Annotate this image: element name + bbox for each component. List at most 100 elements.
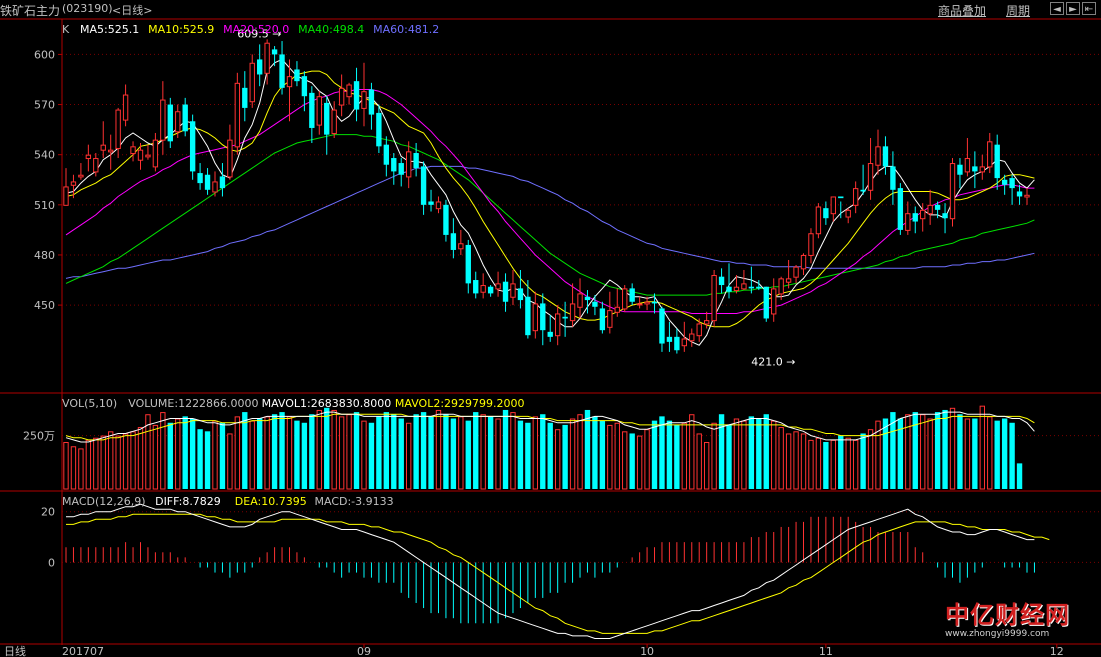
instrument-code: (023190) (62, 2, 113, 15)
candle (383, 144, 390, 165)
volume-bar (286, 416, 293, 490)
volume-bar (644, 429, 650, 490)
candle (815, 206, 822, 235)
volume-bar (428, 416, 434, 489)
volume-bar (845, 437, 851, 490)
volume-bar (100, 435, 106, 490)
volume-bar (383, 412, 390, 489)
instrument-title: 铁矿石主力 (0, 4, 61, 18)
macd-histogram (65, 516, 1035, 624)
candle (108, 149, 114, 153)
volume-bar (309, 414, 315, 489)
candle (696, 323, 702, 337)
commodity-overlay-menu[interactable]: 商品叠加 (938, 4, 987, 18)
volume-bar (852, 439, 859, 490)
candle (227, 139, 233, 178)
candle (510, 283, 516, 298)
volume-bar (979, 405, 985, 490)
candle (540, 303, 546, 331)
candle (711, 275, 717, 322)
candle (599, 308, 606, 331)
candle (666, 336, 673, 342)
candle (167, 104, 173, 142)
volume-bar (234, 416, 241, 490)
arrow-right-box-icon[interactable]: ► (1066, 2, 1080, 15)
candle (920, 209, 926, 220)
date-tick-label: 09 (357, 645, 371, 657)
volume-bar (584, 409, 591, 489)
candle (182, 104, 188, 132)
volume-bar (420, 412, 427, 489)
candle (115, 109, 121, 150)
extreme-price-annotation: 609.5 → (237, 28, 281, 41)
volume-bar (212, 420, 218, 490)
volume-bar (242, 412, 248, 489)
volume-bar (890, 412, 896, 489)
candle (413, 153, 419, 169)
arrow-left-end-box-icon[interactable]: ⇤ (1082, 2, 1096, 15)
period-label: 日线 (4, 644, 26, 657)
volume-bar (711, 422, 717, 490)
volume-bar (547, 422, 553, 489)
candle (867, 163, 874, 191)
volume-bar (450, 418, 457, 489)
candle (748, 286, 755, 289)
volume-bar (949, 407, 956, 490)
volume-grid: 250万 (23, 430, 1101, 443)
candle (622, 288, 628, 310)
extreme-price-annotation: 421.0 → (751, 356, 795, 369)
volume-legend-item: MAVOL2:2929799.2000 (395, 397, 525, 410)
candle (636, 303, 643, 306)
candle (309, 92, 315, 128)
candle (376, 112, 382, 147)
volume-bar (540, 414, 546, 489)
volume-bar (569, 418, 576, 490)
macd-legend: MACD(12,26,9) DIFF:8.7829 DEA:10.7395 MACD:… (62, 495, 394, 508)
candle (100, 144, 106, 151)
candle (398, 163, 404, 175)
volume-bar (406, 422, 412, 490)
volume-bar (867, 429, 874, 490)
mavol1-line (65, 411, 1035, 443)
volume-bar (197, 429, 203, 489)
watermark-logo: 中亿财经网 www.zhongyi9999.com (945, 601, 1095, 641)
arrow-left-box-icon[interactable]: ◄ (1050, 2, 1064, 15)
volume-bar (681, 422, 687, 490)
volume-bar (756, 418, 762, 489)
candle (428, 201, 434, 205)
candle (152, 139, 159, 168)
cycle-menu[interactable]: 周期 (1006, 4, 1031, 18)
volume-bar (905, 414, 911, 490)
ma-legend-item: MA10:525.9 (148, 23, 214, 36)
volume-bar (137, 427, 144, 490)
period-indicator: <日线> (112, 4, 153, 17)
candle (771, 288, 777, 315)
volume-bar (435, 409, 442, 490)
volume-bar (972, 418, 978, 489)
candle (1001, 179, 1008, 185)
ma20-line (65, 89, 1035, 314)
candle (458, 243, 464, 250)
volume-bar (115, 435, 121, 490)
date-tick-label: 11 (819, 645, 833, 657)
candle (361, 91, 367, 109)
candle (324, 102, 330, 135)
candle (487, 286, 494, 294)
volume-bar (651, 420, 658, 489)
candle (63, 186, 69, 206)
volume-bar (271, 414, 278, 489)
volume-bar (338, 416, 345, 490)
candle (338, 87, 345, 106)
price-panel-label: K (62, 23, 70, 36)
candle (525, 296, 531, 336)
candle (78, 174, 84, 178)
candle (495, 283, 501, 290)
candle (234, 82, 241, 148)
volume-bar (741, 420, 747, 490)
candle (934, 204, 941, 210)
candle (964, 158, 971, 173)
volume-bar (487, 416, 494, 489)
candle (70, 181, 77, 186)
volume-bar (860, 433, 866, 489)
